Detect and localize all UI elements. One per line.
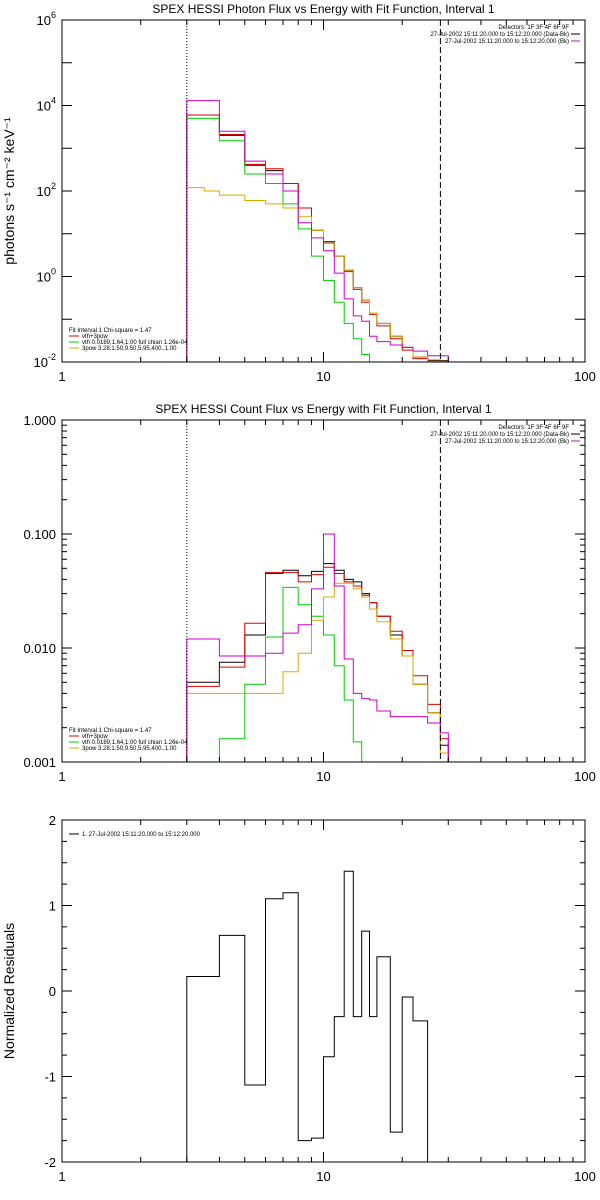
legend-header: Fit Interval 1 Chi-square = 1.47: [69, 728, 152, 734]
plot-frame: [61, 419, 586, 763]
y-tick-label: 2: [49, 813, 56, 828]
x-tick-label: 10: [316, 1169, 330, 1184]
series-group: [186, 870, 429, 1162]
series-line-0: [186, 870, 429, 1162]
chart-title: SPEX HESSI Photon Flux vs Energy with Fi…: [152, 2, 494, 16]
y-tick-label: 10-2: [34, 352, 56, 370]
y-tick-label: 1: [49, 899, 56, 914]
y-tick-base: 10: [37, 270, 51, 285]
residuals-panel: 1 10 100 -2 -1 0 1 2 Normalized Residuals 1. 27-J…: [1, 813, 596, 1184]
y-tick-label: -2: [44, 1155, 56, 1170]
legend-entry: vth 0.0189,1.64,1.00 full chian 1.26e-04: [82, 340, 188, 346]
series-group: [186, 100, 449, 362]
y-tick-label: 104: [37, 96, 56, 114]
header-line: 27-Jul-2002 15:11:20.000 to 15:12:20.000…: [445, 39, 569, 45]
series-line-0: [186, 563, 449, 762]
y-tick-exponent: 4: [51, 96, 56, 106]
header-line: 27-Jul-2002 15:11:20.000 to 15:12:20.000…: [430, 32, 569, 38]
y-tick-label: 0.010: [23, 641, 56, 656]
x-tick-label: 100: [574, 369, 596, 384]
y-tick-label: 0.100: [23, 527, 56, 542]
legend-entry: 3pow 3.28,1.50,9.50,5.95,400.,1.00: [82, 746, 177, 752]
y-tick-exponent: 0: [51, 267, 56, 277]
x-tick-label: 1: [58, 769, 65, 784]
y-tick-label: 0.001: [23, 755, 56, 770]
x-tick-label: 1: [58, 1169, 65, 1184]
x-tick-label: 10: [316, 769, 330, 784]
series-line-2: [186, 117, 370, 362]
y-tick-label: -1: [44, 1070, 56, 1085]
series-line-2: [218, 586, 363, 762]
y-tick-exponent: 2: [51, 181, 56, 191]
legend-entry: 1. 27-Jul-2002 15:11:20.000 to 15:12:20.…: [82, 832, 201, 838]
y-axis-label: Normalized Residuals: [1, 923, 17, 1059]
x-tick-label: 1: [58, 369, 65, 384]
series-group: [186, 533, 449, 762]
series-line-1: [186, 566, 449, 762]
x-tick-label: 10: [316, 369, 330, 384]
series-line-3: [186, 187, 449, 362]
series-line-0: [186, 114, 449, 362]
chart-title: SPEX HESSI Count Flux vs Energy with Fit…: [155, 402, 491, 416]
y-tick-base: 10: [37, 99, 51, 114]
count-flux-panel: SPEX HESSI Count Flux vs Energy with Fit…: [23, 402, 595, 784]
y-axis-label: photons s⁻¹ cm⁻² keV⁻¹: [1, 117, 17, 265]
legend-header: Fit Interval 1 Chi-square = 1.47: [69, 328, 152, 334]
plot-frame: [61, 19, 586, 363]
header-line: Detectors: 1F 3F 4F 6F 9F: [498, 25, 569, 31]
photon-flux-panel: SPEX HESSI Photon Flux vs Energy with Fi…: [1, 2, 596, 384]
x-tick-label: 100: [574, 1169, 596, 1184]
legend-entry: vth+3pow: [82, 734, 109, 740]
y-tick-base: 10: [37, 13, 51, 28]
series-line-1: [186, 114, 449, 362]
legend-entry: vth+3pow: [82, 334, 109, 340]
y-tick-label: 0: [49, 984, 56, 999]
header-line: Detectors: 1F 3F 4F 6F 9F: [498, 425, 569, 431]
legend-entry: 3pow 3.28,1.50,9.50,5.95,400.,1.00: [82, 346, 177, 352]
y-tick-label: 106: [37, 10, 56, 28]
y-tick-base: 10: [37, 184, 51, 199]
y-tick-base: 10: [34, 355, 48, 370]
series-line-3: [186, 582, 449, 762]
y-tick-exponent: 6: [51, 10, 56, 20]
y-tick-label: 1.000: [23, 413, 56, 428]
y-tick-label: 100: [37, 267, 56, 285]
header-line: 27-Jul-2002 15:11:20.000 to 15:12:20.000…: [430, 432, 569, 438]
y-tick-label: 102: [37, 181, 56, 199]
x-tick-label: 100: [574, 769, 596, 784]
series-line-4: [186, 100, 449, 362]
series-line-4: [186, 533, 449, 762]
legend-entry: vth 0.0189,1.64,1.00 full chian 1.26e-04: [82, 740, 188, 746]
y-tick-exponent: -2: [48, 352, 56, 362]
header-line: 27-Jul-2002 15:11:20.000 to 15:12:20.000…: [445, 439, 569, 445]
